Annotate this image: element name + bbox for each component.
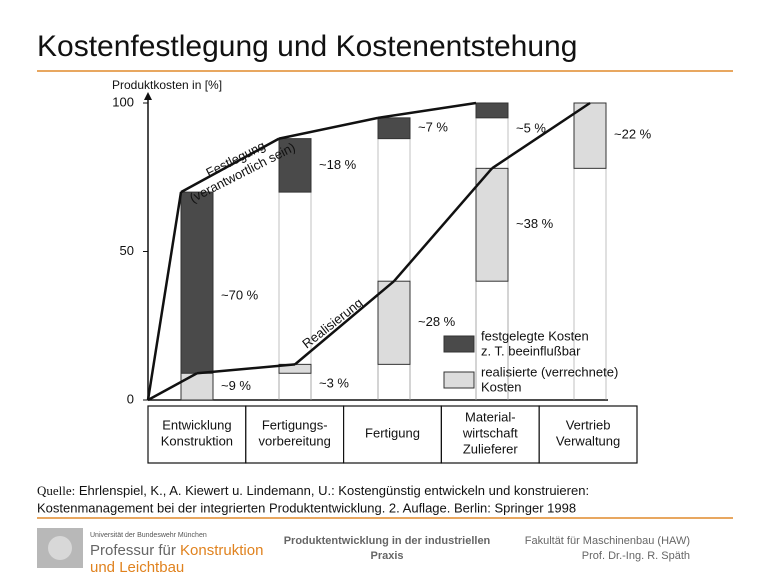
footer-course: Praxis xyxy=(370,550,403,562)
curve-annotation: Realisierung xyxy=(299,295,365,351)
footer-chair: Professur für Konstruktion xyxy=(90,542,263,559)
annotation: Realisierung xyxy=(299,295,365,351)
value-label: ~3 % xyxy=(319,376,349,391)
bar xyxy=(278,138,312,193)
bar xyxy=(573,102,607,169)
value-label: ~18 % xyxy=(319,157,357,172)
y-tick-label: 50 xyxy=(120,243,134,258)
y-tick-label: 100 xyxy=(112,94,134,109)
bar xyxy=(377,117,411,140)
curve-segment xyxy=(146,191,183,401)
x-tick-label: Fertigungs- xyxy=(262,417,328,432)
curve-segment xyxy=(147,372,198,402)
curve-segment xyxy=(278,116,379,140)
slide-title: Kostenfestlegung und Kostenentstehung xyxy=(37,30,577,63)
value-label: ~70 % xyxy=(221,287,259,302)
legend-label: realisierte (verrechnete) xyxy=(481,364,618,379)
curve-segment xyxy=(196,363,296,375)
value-label: ~9 % xyxy=(221,378,251,393)
value-label: ~28 % xyxy=(418,314,456,329)
bar xyxy=(180,372,214,401)
x-tick-label: wirtschaft xyxy=(462,425,518,440)
footer-faculty: Fakultät für Maschinenbau (HAW) xyxy=(525,535,690,547)
footer-course: Produktentwicklung in der industriellen xyxy=(284,535,491,547)
y-tick-label: 0 xyxy=(127,391,134,406)
x-tick-label: Verwaltung xyxy=(556,433,620,448)
logo-mark xyxy=(48,536,72,560)
footer-faculty: Prof. Dr.-Ing. R. Späth xyxy=(582,550,690,562)
x-tick-label: Konstruktion xyxy=(161,433,233,448)
value-label: ~7 % xyxy=(418,120,448,135)
curve-segment xyxy=(393,167,493,283)
category-box xyxy=(538,405,638,464)
x-tick-label: Fertigung xyxy=(365,425,420,440)
legend-label: festgelegte Kosten xyxy=(481,328,589,343)
bar xyxy=(180,191,214,401)
bar xyxy=(377,280,411,365)
category-box xyxy=(440,405,540,464)
x-tick-label: Material- xyxy=(465,409,516,424)
category-box xyxy=(343,405,443,464)
y-axis-arrow xyxy=(144,92,152,100)
footer-chair-part: Professur für xyxy=(90,542,176,559)
source-text: Kostenmanagement bei der integrierten Pr… xyxy=(37,500,576,515)
y-axis-label: Produktkosten in [%] xyxy=(112,78,222,92)
curve-segment xyxy=(294,280,395,366)
chart: Produktkosten in [%] 050100EntwicklungKo… xyxy=(112,78,652,464)
source-line: Quelle: Ehrlenspiel, K., A. Kiewert u. L… xyxy=(37,483,589,498)
x-tick-label: vorbereitung xyxy=(259,433,331,448)
category-box xyxy=(245,405,345,464)
curve-segment xyxy=(491,101,591,170)
bar xyxy=(475,102,509,119)
value-label: ~22 % xyxy=(614,126,652,141)
legend-swatch xyxy=(443,335,475,353)
x-tick-label: Zulieferer xyxy=(463,441,519,456)
footer-chair-part: und Leichtbau xyxy=(90,559,184,576)
source-prefix: Quelle: xyxy=(37,483,75,498)
bar xyxy=(475,167,509,282)
value-label: ~5 % xyxy=(516,120,546,135)
x-tick-label: Vertrieb xyxy=(566,417,611,432)
legend-swatch xyxy=(443,371,475,389)
legend-label: Kosten xyxy=(481,379,521,394)
curve-segment xyxy=(180,137,280,194)
curve-segment xyxy=(377,101,477,120)
source-text: Ehrlenspiel, K., A. Kiewert u. Lindemann… xyxy=(79,483,589,498)
footer-university: Universität der Bundeswehr München xyxy=(90,532,207,539)
legend-label: z. T. beeinflußbar xyxy=(481,343,581,358)
x-tick-label: Entwicklung xyxy=(162,417,231,432)
logo xyxy=(37,528,83,568)
footer-chair-part: Konstruktion xyxy=(180,542,263,559)
value-label: ~38 % xyxy=(516,216,554,231)
